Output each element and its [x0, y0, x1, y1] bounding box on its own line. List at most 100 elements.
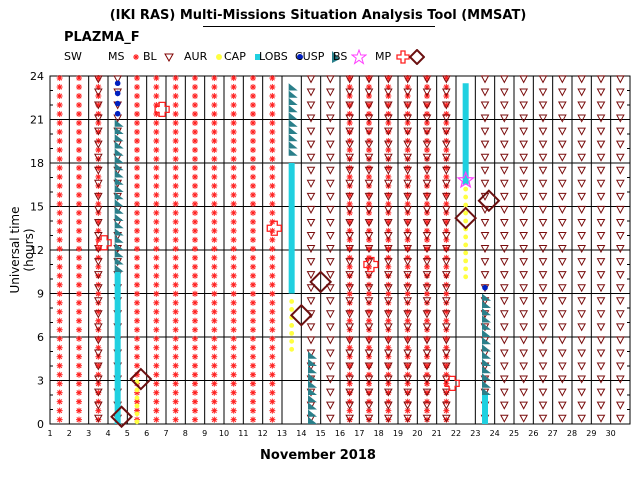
x-tick-label: 5: [125, 429, 130, 438]
ms-marker: [192, 137, 198, 144]
bl-marker: [113, 75, 123, 84]
bl-marker: [364, 127, 374, 136]
bl-marker: [615, 75, 625, 84]
ms-marker: [76, 362, 82, 369]
aur-marker: [289, 307, 295, 312]
bl-marker: [499, 284, 509, 293]
bl-marker: [519, 284, 529, 293]
ms-marker: [230, 137, 237, 144]
bl-marker: [499, 349, 509, 358]
bl-marker: [596, 401, 606, 410]
aur-marker: [463, 250, 469, 256]
ms-marker: [153, 416, 160, 423]
ms-marker: [269, 317, 276, 324]
bl-marker: [519, 75, 529, 84]
ms-marker: [76, 317, 82, 324]
ms-marker: [211, 389, 218, 396]
ms-marker: [443, 110, 450, 117]
ms-marker: [250, 362, 256, 369]
ms-marker: [385, 371, 392, 378]
ms-marker: [230, 380, 237, 387]
ms-marker: [192, 344, 198, 351]
bl-marker: [325, 179, 335, 188]
bl-marker: [345, 205, 355, 214]
bl-marker: [93, 284, 103, 293]
bl-marker: [383, 297, 393, 306]
diamond-marker: [289, 303, 313, 327]
bl-marker: [364, 375, 374, 384]
bl-marker: [364, 101, 374, 110]
bl-marker: [422, 88, 432, 97]
bl-marker: [93, 205, 103, 214]
bl-marker: [403, 258, 413, 267]
bl-marker: [615, 336, 625, 345]
ms-marker: [346, 173, 353, 180]
ms-marker: [211, 290, 218, 297]
cap-segment: [288, 163, 295, 294]
ms-marker: [95, 371, 102, 378]
ms-marker: [269, 281, 276, 288]
ms-marker: [230, 398, 237, 405]
aur-marker: [134, 395, 140, 401]
ms-marker: [192, 389, 198, 396]
bl-marker: [422, 414, 432, 423]
ms-marker: [211, 335, 218, 342]
bl-marker: [383, 140, 393, 149]
bl-marker: [325, 336, 335, 345]
bl-marker: [345, 218, 355, 228]
ms-marker: [153, 155, 160, 162]
ms-marker: [76, 137, 82, 144]
bl-marker: [383, 388, 393, 397]
ms-marker: [269, 335, 276, 342]
ms-marker: [250, 191, 256, 198]
ms-marker: [192, 407, 198, 414]
ms-marker: [76, 299, 82, 306]
bl-marker: [557, 101, 567, 110]
bl-marker: [364, 401, 374, 410]
legend-cross-icon: [396, 50, 410, 64]
ms-marker: [134, 75, 140, 82]
bl-marker: [383, 245, 393, 254]
bl-marker: [577, 362, 587, 371]
legend-item-aur: AUR: [184, 48, 227, 66]
bl-marker: [538, 297, 548, 306]
ms-marker: [211, 317, 218, 324]
ms-marker: [134, 146, 140, 153]
lobs-marker: [114, 80, 121, 87]
ms-marker: [134, 281, 140, 288]
ms-marker: [250, 272, 256, 279]
ms-marker: [211, 299, 218, 306]
ms-marker: [76, 380, 82, 387]
bl-marker: [306, 192, 316, 201]
ms-marker: [56, 398, 63, 405]
bl-marker: [403, 323, 413, 332]
bl-marker: [325, 258, 335, 267]
bl-marker: [441, 362, 451, 371]
ms-marker: [76, 191, 82, 198]
ms-marker: [230, 75, 237, 82]
ms-marker: [230, 407, 237, 414]
ms-marker: [153, 245, 160, 252]
lobs-marker: [114, 110, 121, 117]
bl-marker: [596, 179, 606, 188]
bl-marker: [538, 218, 548, 228]
ms-marker: [76, 146, 82, 153]
bl-marker: [306, 75, 316, 84]
ms-marker: [211, 407, 218, 414]
bl-marker: [383, 205, 393, 214]
bl-marker: [557, 401, 567, 410]
ms-marker: [269, 200, 276, 207]
bl-marker: [383, 414, 393, 423]
ms-marker: [211, 218, 218, 225]
ms-marker: [385, 128, 392, 135]
ms-marker: [211, 146, 218, 153]
bl-marker: [306, 166, 316, 175]
ms-marker: [153, 102, 160, 108]
ms-marker: [250, 84, 256, 91]
bl-marker: [538, 114, 548, 123]
ms-marker: [346, 200, 353, 207]
ms-marker: [56, 128, 63, 135]
bl-marker: [364, 414, 374, 423]
bl-marker: [499, 401, 509, 410]
ms-marker: [211, 102, 218, 108]
